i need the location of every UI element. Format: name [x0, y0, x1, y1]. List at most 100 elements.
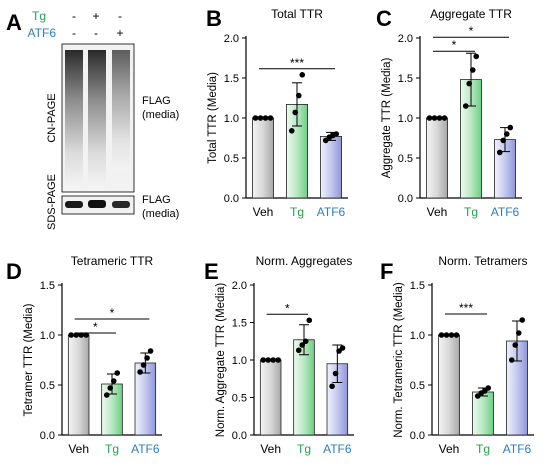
data-point: [83, 332, 89, 338]
sds-page-flag-label: FLAG: [142, 194, 171, 206]
data-point: [306, 317, 313, 324]
x-tick-label: Tg: [464, 205, 478, 219]
data-point: [469, 67, 476, 73]
x-tick-label: ATF6: [317, 205, 346, 219]
x-tick-label: Tg: [297, 442, 311, 456]
data-point: [252, 115, 259, 121]
x-tick-label: Veh: [253, 205, 274, 219]
data-point: [265, 357, 271, 363]
significance-label: ***: [290, 56, 304, 70]
bar-atf6: [320, 135, 342, 199]
y-tick-label: 0.0: [398, 193, 413, 205]
data-point: [275, 357, 281, 363]
chart-title: Tetrameric TTR: [71, 254, 154, 268]
atf6-mark-lane-2: -: [94, 26, 98, 40]
data-point: [137, 369, 143, 375]
y-tick-label: 1.5: [232, 318, 247, 330]
chart-title: Norm. Tetramers: [438, 254, 527, 268]
y-tick-label: 0.5: [232, 393, 247, 405]
y-tick-label: 0.0: [410, 430, 425, 442]
y-axis-label: Norm. Tetrameric TTR (Media): [393, 282, 405, 438]
data-point: [257, 115, 264, 121]
cn-page-media-label: (media): [142, 109, 179, 121]
y-tick-label: 2.0: [398, 33, 413, 45]
x-tick-label: Veh: [427, 205, 448, 219]
significance-label: ***: [459, 301, 473, 315]
data-point: [332, 370, 339, 377]
tg-mark-lane-2: +: [92, 9, 99, 23]
y-tick-label: 1.0: [398, 113, 413, 125]
y-tick-label: 1.5: [40, 280, 55, 292]
atf6-mark-lane-3: +: [116, 26, 123, 40]
x-tick-label: ATF6: [131, 442, 160, 456]
bar-veh: [438, 334, 460, 436]
chart-aggregate-ttr: C Aggregate TTR Aggregate TTR (Media) 0.0 0.…: [376, 6, 522, 219]
data-point: [496, 149, 503, 156]
y-tick-label: 0.0: [40, 430, 55, 442]
data-point: [147, 348, 154, 354]
y-tick-label: 0.0: [232, 430, 247, 442]
significance-label: *: [452, 38, 457, 52]
data-point: [107, 385, 114, 391]
panel-letter: E: [204, 259, 219, 284]
data-point: [114, 370, 121, 376]
significance-label: *: [469, 24, 474, 38]
tg-mark-lane-1: -: [72, 9, 76, 23]
chart-tetrameric-ttr: D Tetrameric TTR Tetramer TTR (Media) 0.0 0.…: [6, 254, 162, 456]
data-point: [288, 128, 295, 134]
data-point: [512, 342, 519, 348]
panel-letter: F: [380, 259, 393, 284]
y-tick-label: 1.0: [410, 330, 425, 342]
sds-page-band-3: [112, 201, 130, 208]
panel-a-blot: A Tg - + - ATF6 - - + CN-PAGE FLAG (medi…: [6, 9, 179, 230]
data-point: [441, 115, 448, 121]
data-point: [462, 103, 469, 109]
data-point: [73, 332, 79, 338]
data-point: [260, 357, 266, 363]
y-tick-label: 1.0: [40, 330, 55, 342]
data-point: [443, 332, 450, 338]
data-point: [144, 355, 150, 361]
data-point: [473, 53, 480, 60]
y-tick-label: 1.5: [398, 73, 413, 85]
panel-a-letter: A: [6, 10, 22, 35]
sds-page-band-2: [88, 200, 106, 208]
data-point: [431, 115, 438, 121]
data-point: [466, 80, 473, 87]
sds-page-label: SDS-PAGE: [46, 174, 58, 230]
bar-veh: [426, 117, 448, 199]
y-tick-label: 1.5: [224, 73, 239, 85]
data-point: [329, 383, 335, 390]
data-point: [299, 342, 306, 348]
y-axis-label: Norm. Aggregate TTR (Media): [215, 283, 227, 438]
chart-total-ttr: B Total TTR Total TTR (Media) 0.0 0.5 1.0 1.5 2…: [206, 6, 348, 219]
cn-page-lane-2: [88, 50, 106, 188]
data-point: [299, 72, 306, 78]
bar-veh: [259, 359, 282, 436]
data-point: [262, 115, 269, 121]
data-point: [295, 92, 302, 99]
x-tick-label: Veh: [68, 442, 89, 456]
data-point: [453, 332, 460, 338]
data-point: [438, 332, 445, 338]
tg-mark-lane-3: -: [118, 9, 122, 23]
bar-veh: [67, 334, 90, 436]
y-tick-label: 2.0: [232, 280, 247, 292]
sds-page-media-label: (media): [142, 208, 179, 220]
data-point: [426, 115, 433, 121]
x-tick-label: Veh: [260, 442, 281, 456]
cn-page-label: CN-PAGE: [46, 93, 58, 142]
chart-title: Norm. Aggregates: [256, 254, 353, 268]
x-tick-label: ATF6: [491, 205, 520, 219]
y-tick-label: 0.5: [410, 380, 425, 392]
data-point: [110, 378, 117, 384]
data-point: [519, 317, 526, 323]
y-axis-label: Aggregate TTR (Media): [381, 58, 393, 179]
y-tick-label: 0.5: [40, 380, 55, 392]
y-tick-label: 1.0: [232, 355, 247, 367]
data-point: [500, 137, 507, 144]
panel-letter: C: [376, 6, 392, 31]
atf6-mark-lane-1: -: [72, 26, 76, 40]
sds-page-band-1: [65, 201, 83, 208]
